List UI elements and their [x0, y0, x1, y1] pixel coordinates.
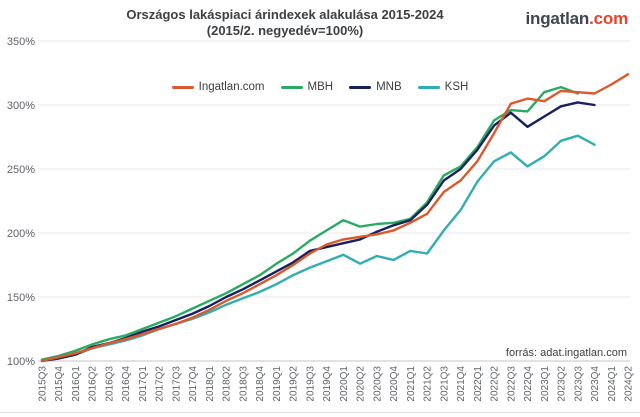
x-axis-tick-label: 2021Q2: [423, 366, 434, 402]
x-axis-tick-label: 2022Q1: [473, 366, 484, 402]
x-axis-tick-label: 2020Q4: [389, 366, 400, 402]
y-axis-tick-label: 350%: [7, 36, 35, 48]
source-note: forrás: adat.ingatlan.com: [501, 347, 627, 359]
series-line-ingatlan-com: [40, 73, 630, 363]
x-axis-tick-label: 2019Q1: [272, 366, 283, 402]
x-axis-tick-label: 2023Q2: [557, 366, 568, 402]
x-axis-tick-label: 2018Q1: [205, 366, 216, 402]
legend-label: MBH: [307, 81, 334, 93]
x-axis-tick-label: 2024Q2: [624, 366, 635, 402]
legend-item-mbh[interactable]: MBH: [280, 81, 334, 93]
x-axis-tick-label: 2021Q1: [406, 366, 417, 402]
y-axis-tick-label: 250%: [7, 164, 35, 176]
x-axis-tick-label: 2015Q3: [38, 366, 49, 402]
x-axis-tick-label: 2017Q1: [138, 366, 149, 402]
x-axis-tick-label: 2017Q2: [155, 366, 166, 402]
legend-item-ingatlan-com[interactable]: Ingatlan.com: [171, 81, 265, 93]
series-line-ksh: [40, 134, 596, 363]
x-axis-tick-label: 2023Q4: [590, 366, 601, 402]
legend-swatch-mbh: [280, 85, 303, 89]
chart-title-line2: (2015/2. negyedév=100%): [206, 23, 364, 38]
x-axis-tick-label: 2016Q1: [71, 366, 82, 402]
series-line-mnb: [40, 101, 596, 363]
series-line-mbh: [40, 85, 579, 361]
x-axis-tick-label: 2022Q3: [506, 366, 517, 402]
legend-item-ksh[interactable]: KSH: [417, 81, 469, 93]
y-axis-tick-label: 200%: [7, 228, 35, 240]
x-axis-tick-label: 2019Q4: [322, 366, 333, 402]
x-axis-tick-label: 2018Q2: [222, 366, 233, 402]
x-axis-tick-label: 2016Q4: [121, 366, 132, 402]
x-axis-tick-label: 2021Q4: [456, 366, 467, 402]
x-axis-tick-label: 2023Q1: [540, 366, 551, 402]
legend-item-mnb[interactable]: MNB: [349, 81, 402, 93]
ingatlan-logo[interactable]: ingatlan.com: [525, 9, 629, 29]
x-axis-tick-label: 2017Q4: [188, 366, 199, 402]
legend-swatch-ksh: [417, 85, 440, 89]
x-axis-tick-label: 2016Q2: [88, 366, 99, 402]
x-axis-tick-label: 2018Q4: [255, 366, 266, 402]
x-axis-tick-label: 2020Q3: [372, 366, 383, 402]
x-axis-tick-label: 2020Q2: [356, 366, 367, 402]
x-axis-tick-label: 2021Q3: [439, 366, 450, 402]
x-axis-tick-label: 2022Q2: [490, 366, 501, 402]
chart-title: Országos lakáspiaci árindexek alakulása …: [0, 7, 570, 39]
x-axis-tick-label: 2020Q1: [339, 366, 350, 402]
x-axis-tick-label: 2017Q3: [171, 366, 182, 402]
x-axis-tick-label: 2022Q4: [523, 366, 534, 402]
legend-label: MNB: [376, 81, 402, 93]
x-axis-tick-label: 2016Q3: [104, 366, 115, 402]
legend-label: KSH: [444, 81, 469, 93]
x-axis-tick-label: 2023Q3: [573, 366, 584, 402]
legend-swatch-ingatlan-com: [171, 85, 194, 89]
logo-text: ingatlan: [525, 9, 590, 28]
x-axis-tick-label: 2018Q3: [238, 366, 249, 402]
y-axis-tick-label: 300%: [7, 100, 35, 112]
x-axis-tick-label: 2015Q4: [54, 366, 65, 402]
logo-suffix: .com: [589, 9, 628, 28]
legend-label: Ingatlan.com: [198, 81, 265, 93]
x-axis-tick-label: 2019Q3: [305, 366, 316, 402]
x-axis-tick-label: 2024Q1: [607, 366, 618, 402]
legend-swatch-mnb: [349, 85, 372, 89]
y-axis-tick-label: 100%: [7, 356, 35, 368]
y-axis-tick-label: 150%: [7, 292, 35, 304]
chart-title-line1: Országos lakáspiaci árindexek alakulása …: [126, 7, 444, 22]
chart-legend: Ingatlan.com MBH MNB KSH: [0, 80, 640, 94]
x-axis-tick-label: 2019Q2: [289, 366, 300, 402]
